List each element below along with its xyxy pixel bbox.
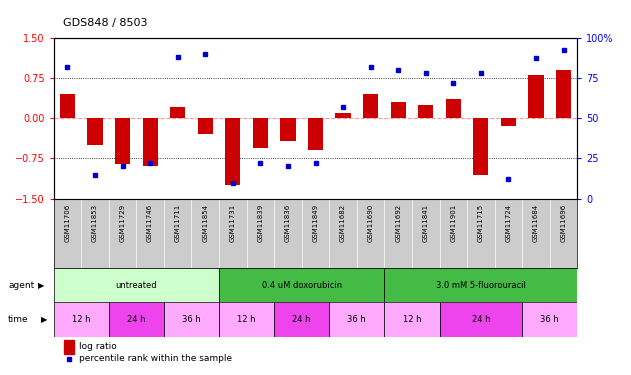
Bar [384,268,577,302]
Bar [501,118,516,126]
Text: GSM11841: GSM11841 [423,204,428,242]
Text: 36 h: 36 h [540,315,559,324]
Text: GSM11724: GSM11724 [505,204,512,242]
Text: 24 h: 24 h [127,315,146,324]
Bar [274,302,329,337]
Text: GSM11706: GSM11706 [64,204,71,243]
Text: GSM11836: GSM11836 [285,204,291,243]
Text: 12 h: 12 h [237,315,256,324]
Bar [445,99,461,118]
Text: GSM11849: GSM11849 [312,204,319,242]
Text: GSM11746: GSM11746 [147,204,153,242]
Bar [88,118,103,145]
Text: 36 h: 36 h [182,315,201,324]
Bar [219,302,274,337]
Text: GSM11853: GSM11853 [92,204,98,242]
Bar [363,94,378,118]
Bar [391,102,406,118]
Text: 36 h: 36 h [348,315,366,324]
Bar [109,302,164,337]
Text: GSM11692: GSM11692 [395,204,401,242]
Bar [225,118,240,185]
Bar [198,118,213,134]
Bar [54,302,109,337]
Bar [329,302,384,337]
Text: log ratio: log ratio [79,342,117,351]
Bar [556,70,571,118]
Text: GSM11729: GSM11729 [119,204,126,242]
Text: GSM11684: GSM11684 [533,204,539,242]
Text: 24 h: 24 h [292,315,311,324]
Text: 12 h: 12 h [403,315,422,324]
Text: 0.4 uM doxorubicin: 0.4 uM doxorubicin [262,280,342,290]
Text: GSM11715: GSM11715 [478,204,484,242]
Text: GSM11901: GSM11901 [451,204,456,243]
Bar [60,94,75,118]
Bar [440,302,522,337]
Bar [473,118,488,174]
Text: GSM11690: GSM11690 [368,204,374,243]
Bar [336,113,351,118]
Text: GSM11731: GSM11731 [230,204,236,243]
Text: ▶: ▶ [41,315,47,324]
Bar [115,118,130,164]
Bar [64,340,74,354]
Text: GSM11682: GSM11682 [340,204,346,242]
Bar [418,105,433,118]
Text: GSM11839: GSM11839 [257,204,263,243]
Bar [280,118,295,141]
Text: GSM11854: GSM11854 [203,204,208,242]
Text: percentile rank within the sample: percentile rank within the sample [79,354,232,363]
Bar [143,118,158,166]
Bar [253,118,268,148]
Text: time: time [8,315,29,324]
Text: GSM11696: GSM11696 [560,204,567,243]
Bar [308,118,323,150]
Text: 12 h: 12 h [72,315,90,324]
Bar [522,302,577,337]
Text: ▶: ▶ [38,280,44,290]
Text: GSM11711: GSM11711 [175,204,180,243]
Text: 3.0 mM 5-fluorouracil: 3.0 mM 5-fluorouracil [436,280,526,290]
Bar [170,107,186,118]
Text: 24 h: 24 h [471,315,490,324]
Text: GDS848 / 8503: GDS848 / 8503 [63,18,148,28]
Text: agent: agent [8,280,35,290]
Text: untreated: untreated [115,280,157,290]
Bar [54,268,219,302]
Bar [164,302,219,337]
Bar [528,75,543,118]
Bar [219,268,384,302]
Bar [384,302,440,337]
